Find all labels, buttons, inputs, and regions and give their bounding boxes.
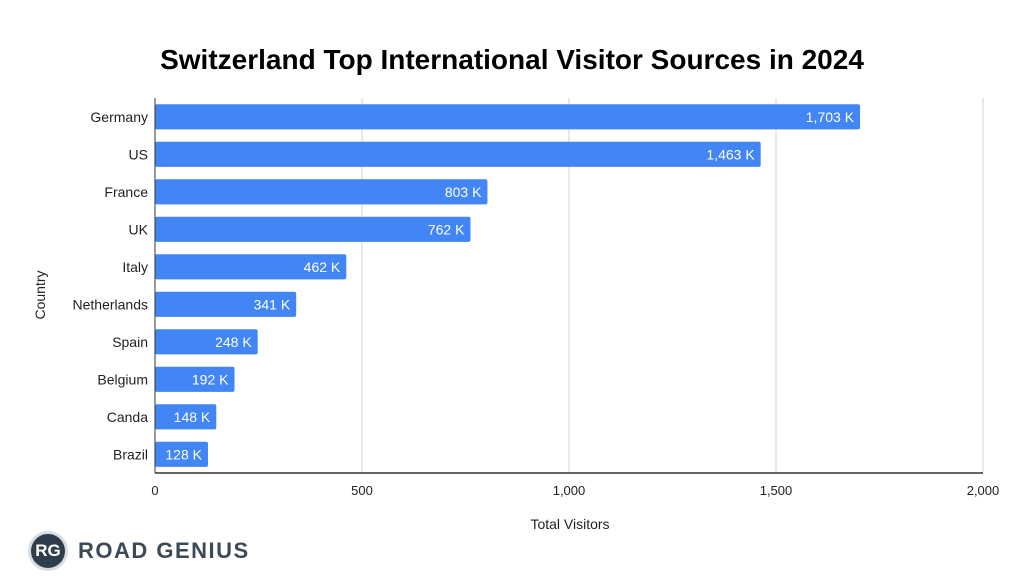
bar xyxy=(155,104,861,130)
data-label: 341 K xyxy=(254,296,291,312)
axes: 0 500 1,000 1,500 2,000 Germany US France UK Ital… xyxy=(73,98,1000,498)
x-tick-label: 2,000 xyxy=(967,483,1000,498)
x-axis-title: Total Visitors xyxy=(530,516,609,532)
logo-badge-icon: RG xyxy=(28,531,68,571)
data-label: 1,703 K xyxy=(806,109,855,125)
category-label: Brazil xyxy=(113,446,148,462)
bar xyxy=(155,179,488,205)
data-label: 148 K xyxy=(174,409,211,425)
y-axis-title: Country xyxy=(32,270,48,319)
x-tick-label: 1,000 xyxy=(553,483,586,498)
logo-name: ROAD GENIUS xyxy=(78,538,250,563)
x-tick-label: 500 xyxy=(351,483,373,498)
category-label: France xyxy=(104,184,148,200)
category-label: Belgium xyxy=(97,371,148,387)
category-label: Canda xyxy=(107,409,148,425)
data-label: 248 K xyxy=(215,334,252,350)
bar xyxy=(155,404,217,430)
road-genius-logo: RG ROAD GENIUS xyxy=(28,529,250,573)
category-label: Germany xyxy=(90,109,148,125)
bar xyxy=(155,291,297,317)
category-label: Spain xyxy=(112,334,148,350)
category-label: Netherlands xyxy=(73,296,149,312)
bar xyxy=(155,441,208,467)
bar xyxy=(155,254,347,280)
category-label: UK xyxy=(129,221,149,237)
x-tick-label: 1,500 xyxy=(760,483,793,498)
bar xyxy=(155,366,235,392)
x-tick-label: 0 xyxy=(151,483,158,498)
data-label: 1,463 K xyxy=(706,146,755,162)
data-label: 803 K xyxy=(445,184,482,200)
bar xyxy=(155,216,471,242)
data-label: 128 K xyxy=(165,446,202,462)
category-label: US xyxy=(129,146,148,162)
bar xyxy=(155,141,761,167)
bars: 1,703 K 1,463 K 803 K 762 K 462 K 341 K 248 K 1… xyxy=(155,104,861,467)
chart-title: Switzerland Top International Visitor So… xyxy=(160,44,864,75)
data-label: 192 K xyxy=(192,371,229,387)
data-label: 462 K xyxy=(304,259,341,275)
bar xyxy=(155,329,258,355)
data-label: 762 K xyxy=(428,221,465,237)
category-label: Italy xyxy=(122,259,148,275)
